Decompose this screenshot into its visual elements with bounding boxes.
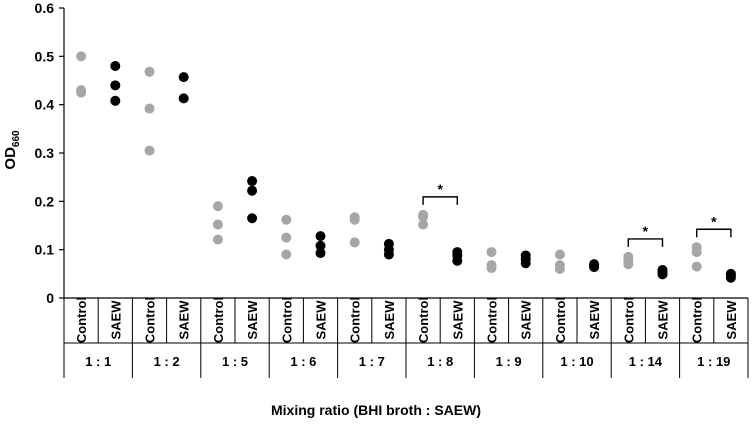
control-point [486, 263, 497, 274]
axis-labels: OD660 Mixing ratio (BHI broth : SAEW) [2, 130, 481, 418]
x-tick-label-saew: SAEW [724, 300, 739, 340]
significance-bracket [627, 238, 664, 247]
control-point [144, 66, 155, 77]
x-tick-label-control: Control [690, 297, 705, 343]
control-point [349, 237, 360, 248]
control-point [281, 214, 292, 225]
control-point [349, 214, 360, 225]
significance-star: * [437, 181, 443, 197]
control-point [144, 145, 155, 156]
ratio-label: 1 : 7 [359, 354, 385, 369]
control-point [76, 87, 87, 98]
saew-point [315, 240, 326, 251]
saew-point [315, 231, 326, 242]
saew-point [520, 258, 531, 269]
control-point [418, 211, 429, 222]
significance-bracket [422, 196, 458, 205]
y-tick-label: 0.3 [35, 145, 55, 161]
control-point [144, 103, 155, 114]
saew-point [315, 248, 326, 259]
saew-point [247, 176, 258, 187]
ratio-label: 1 : 6 [290, 354, 316, 369]
saew-point [110, 80, 121, 91]
x-tick-label-control: Control [74, 297, 89, 343]
x-tick-label-saew: SAEW [245, 300, 260, 340]
saew-point [178, 72, 189, 83]
ratio-label: 1 : 5 [222, 354, 248, 369]
significance-markers: * * * [422, 181, 732, 247]
control-point [623, 259, 634, 270]
x-tick-label-control: Control [553, 297, 568, 343]
x-tick-label-control: Control [485, 297, 500, 343]
saew-point [589, 262, 600, 273]
control-point [691, 247, 702, 258]
y-tick-label: 0.5 [35, 48, 55, 64]
x-tick-label-control: Control [621, 297, 636, 343]
data-points [76, 51, 736, 283]
control-point [554, 264, 565, 274]
saew-point [383, 249, 394, 260]
x-tick-label-control: Control [211, 297, 226, 343]
control-point [76, 51, 87, 62]
x-tick-label-saew: SAEW [177, 300, 192, 340]
x-tick-label-saew: SAEW [656, 300, 671, 340]
saew-point [657, 269, 668, 280]
x-tick-label-saew: SAEW [108, 300, 123, 340]
y-axis-label: OD660 [2, 130, 22, 170]
x-tick-label-saew: SAEW [587, 300, 602, 340]
x-tick-label-control: Control [279, 297, 294, 343]
category-grid: Control SAEW 1 : 1 Control SAEW 1 : 2 Control S… [63, 297, 749, 378]
ratio-label: 1 : 9 [496, 354, 522, 369]
ratio-label: 1 : 19 [697, 354, 730, 369]
x-tick-label-saew: SAEW [519, 300, 534, 340]
control-point [418, 219, 429, 230]
x-tick-label-saew: SAEW [382, 300, 397, 340]
control-point [212, 234, 223, 245]
control-point [281, 232, 292, 243]
saew-point [247, 185, 258, 196]
control-point [691, 261, 702, 272]
ratio-label: 1 : 1 [85, 354, 111, 369]
y-tick-label: 0.6 [35, 0, 55, 16]
y-tick-label: 0 [46, 290, 54, 306]
x-tick-label-control: Control [348, 297, 363, 343]
ratio-label: 1 : 10 [560, 354, 593, 369]
y-tick-label: 0.1 [35, 242, 55, 258]
control-point [212, 201, 223, 212]
x-tick-label-saew: SAEW [450, 300, 465, 340]
control-point [281, 249, 292, 260]
ratio-label: 1 : 8 [427, 354, 453, 369]
x-tick-label-saew: SAEW [314, 300, 329, 340]
saew-point [110, 61, 121, 71]
significance-star: * [643, 223, 649, 239]
y-tick-label: 0.2 [35, 193, 55, 209]
saew-point [110, 95, 121, 106]
x-axis-label: Mixing ratio (BHI broth : SAEW) [271, 402, 481, 418]
saew-point [247, 213, 258, 224]
ratio-label: 1 : 2 [154, 354, 180, 369]
control-point [554, 249, 565, 260]
control-point [486, 247, 497, 258]
x-tick-label-control: Control [416, 297, 431, 343]
y-tick-label: 0.4 [35, 97, 55, 113]
saew-point [452, 255, 463, 266]
ratio-label: 1 : 14 [629, 354, 663, 369]
significance-bracket [696, 228, 732, 238]
saew-point [725, 272, 736, 283]
x-tick-label-control: Control [143, 297, 158, 343]
significance-star: * [711, 213, 717, 229]
control-point [212, 219, 223, 230]
saew-point [178, 93, 189, 104]
axes: 0 0.1 0.2 0.3 0.4 0.5 0.6 [35, 0, 65, 306]
